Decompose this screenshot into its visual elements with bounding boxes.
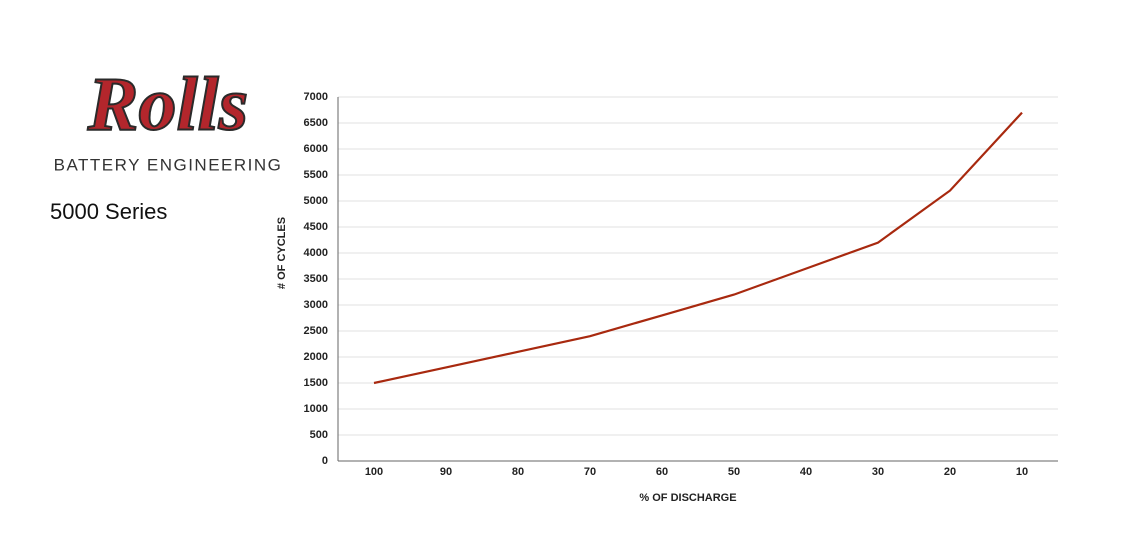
x-tick-label: 60: [656, 466, 668, 478]
y-tick-label: 7000: [304, 91, 328, 103]
x-tick-label: 40: [800, 466, 812, 478]
y-tick-label: 2000: [304, 351, 328, 363]
y-tick-label: 3500: [304, 273, 328, 285]
y-tick-label: 4500: [304, 221, 328, 233]
x-tick-label: 90: [440, 466, 452, 478]
y-tick-label: 4000: [304, 247, 328, 259]
x-tick-label: 80: [512, 466, 524, 478]
x-tick-label: 30: [872, 466, 884, 478]
chart-title: 5000 Series: [50, 199, 167, 224]
y-tick-label: 0: [322, 455, 328, 467]
y-tick-label: 1500: [304, 377, 328, 389]
x-axis-label: % OF DISCHARGE: [639, 492, 736, 504]
x-tick-label: 100: [365, 466, 383, 478]
y-tick-label: 5500: [304, 169, 328, 181]
y-tick-label: 5000: [304, 195, 328, 207]
data-line: [373, 111, 1023, 385]
y-tick-label: 500: [310, 429, 328, 441]
x-tick-label: 50: [728, 466, 740, 478]
logo-name: Rolls: [87, 62, 249, 146]
y-tick-label: 6000: [304, 143, 328, 155]
x-tick-label: 20: [944, 466, 956, 478]
y-axis-label: # OF CYCLES: [276, 217, 288, 289]
logo-tagline: BATTERY ENGINEERING: [54, 155, 283, 174]
x-tick-label: 70: [584, 466, 596, 478]
x-tick-label: 10: [1016, 466, 1028, 478]
y-tick-label: 2500: [304, 325, 328, 337]
y-tick-label: 6500: [304, 117, 328, 129]
y-tick-label: 3000: [304, 299, 328, 311]
y-tick-label: 1000: [304, 403, 328, 415]
